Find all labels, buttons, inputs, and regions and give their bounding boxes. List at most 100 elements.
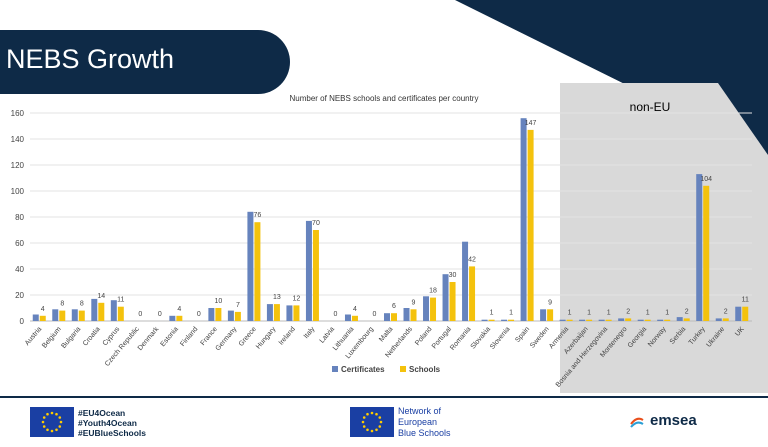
x-tick-label: Estonia <box>160 326 180 348</box>
bar-certificates <box>637 319 644 321</box>
bar-schools <box>625 318 632 321</box>
data-label: 1 <box>646 310 650 317</box>
y-tick-label: 80 <box>15 213 24 222</box>
bar-certificates <box>384 313 390 321</box>
flag-star <box>50 429 54 433</box>
legend-certificates: Certificates <box>341 365 385 374</box>
data-label: 0 <box>138 311 142 318</box>
bar-schools <box>430 297 437 321</box>
bar-schools <box>59 310 66 321</box>
flag-star <box>46 428 49 432</box>
bar-certificates <box>696 174 703 321</box>
data-label: 12 <box>293 295 301 302</box>
bar-certificates <box>618 318 625 321</box>
non-eu-label: non-EU <box>630 100 671 114</box>
footer: #EU4Ocean #Youth4Ocean #EUBlueSchools Ne… <box>0 396 768 447</box>
bar-schools <box>312 230 319 321</box>
x-tick-label: Hungary <box>255 325 278 350</box>
x-tick-label: Poland <box>414 326 433 347</box>
bar-certificates <box>423 296 430 321</box>
bar-chart: Number of NEBS schools and certificates … <box>11 94 752 389</box>
flag-star <box>370 411 374 415</box>
emsea-logo-icon <box>630 417 644 428</box>
y-tick-label: 40 <box>15 265 24 274</box>
flag-star <box>379 420 383 424</box>
bar-certificates <box>442 274 449 321</box>
eu-flag-center <box>350 407 394 437</box>
bar-schools <box>527 129 534 321</box>
bar-schools <box>78 310 85 321</box>
data-label: 13 <box>273 294 281 301</box>
flag-star <box>46 412 49 416</box>
gridlines <box>30 112 752 322</box>
data-label: 2 <box>724 308 728 315</box>
bar-schools <box>234 311 241 321</box>
flag-star <box>58 416 62 419</box>
flag-star <box>375 428 378 432</box>
legend-swatch-certificates <box>332 366 338 372</box>
data-label: 0 <box>334 311 338 318</box>
data-label: 4 <box>177 306 181 313</box>
bar-schools <box>566 319 573 321</box>
bar-schools <box>351 315 358 321</box>
data-label: 10 <box>214 298 222 305</box>
bar-certificates <box>227 310 234 321</box>
data-label: 1 <box>490 310 494 317</box>
bar-schools <box>703 185 710 321</box>
bar-certificates <box>735 306 742 321</box>
bar-certificates <box>110 300 117 321</box>
x-tick-label: Norway <box>647 325 668 348</box>
x-tick-label: Cyprus <box>102 325 122 347</box>
data-label: 2 <box>626 308 630 315</box>
data-label: 0 <box>158 311 162 318</box>
bar-schools <box>98 302 105 321</box>
bar-certificates <box>481 319 488 321</box>
data-label: 8 <box>60 301 64 308</box>
data-label: 0 <box>197 311 201 318</box>
data-label: 9 <box>548 299 552 306</box>
flag-star <box>375 412 378 416</box>
bar-schools <box>273 304 280 321</box>
non-eu-panel <box>560 83 768 393</box>
bar-certificates <box>598 319 605 321</box>
bar-schools <box>644 319 651 321</box>
bar-certificates <box>208 308 215 321</box>
x-tick-label: Malta <box>378 326 394 344</box>
bar-schools <box>39 315 46 321</box>
flag-star <box>50 411 54 415</box>
bar-schools <box>742 306 749 321</box>
x-tick-label: Greece <box>238 326 258 348</box>
eu-stars-icon <box>41 411 63 433</box>
hashtag-youth4ocean: #Youth4Ocean <box>78 418 137 428</box>
bar-schools <box>722 318 729 321</box>
bar-schools <box>391 313 397 321</box>
data-label: 11 <box>742 297 749 304</box>
flag-star <box>362 416 366 419</box>
flag-star <box>370 429 374 433</box>
x-tick-label: Georgia <box>627 326 648 350</box>
bar-schools <box>254 222 261 321</box>
bar-schools <box>215 308 222 321</box>
flag-star <box>59 420 63 424</box>
bar-certificates <box>559 319 566 321</box>
x-tick-label: Serbia <box>669 326 687 346</box>
data-label: 2 <box>685 308 689 315</box>
y-tick-label: 140 <box>11 135 25 144</box>
eu-flag-left <box>30 407 74 437</box>
flag-star <box>58 425 62 428</box>
bar-schools <box>488 319 495 321</box>
y-tick-label: 60 <box>15 239 24 248</box>
x-tick-label: France <box>200 326 219 347</box>
bar-certificates <box>52 309 59 321</box>
data-label: 14 <box>97 293 105 300</box>
network-label: Network of European Blue Schools <box>398 406 451 439</box>
hashtag-eublueschools: #EUBlueSchools <box>78 428 147 438</box>
data-label: 1 <box>587 310 591 317</box>
x-tick-label: Finland <box>179 326 199 348</box>
emsea-logo-text: emsea <box>650 412 697 429</box>
flag-star <box>41 420 45 424</box>
bar-schools <box>605 319 612 321</box>
bar-certificates <box>344 314 351 321</box>
